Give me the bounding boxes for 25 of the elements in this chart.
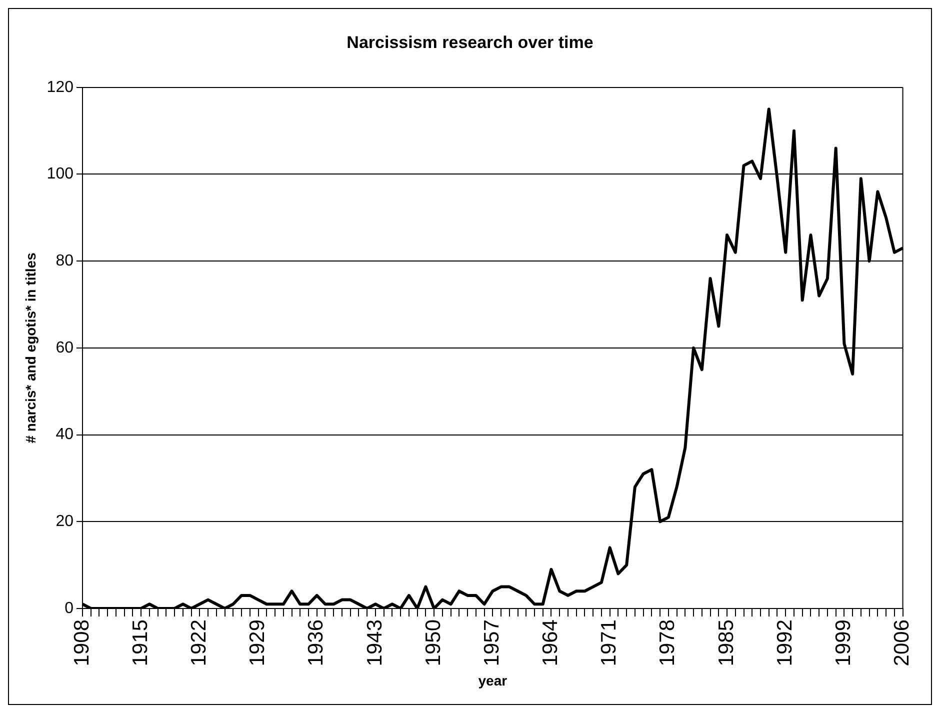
x-tick-label: 1950 [422,619,445,666]
x-tick-label: 1992 [773,619,796,666]
x-tick-label: 1964 [539,619,562,666]
x-axis-title: year [478,672,508,688]
x-tick-label: 1971 [598,619,621,666]
x-tick-label: 1929 [246,619,270,666]
y-tick-label: 20 [56,513,74,530]
x-tick-label: 1978 [656,619,680,666]
x-tick-label: 1985 [714,619,738,666]
chart-title: Narcissism research over time [346,32,594,52]
x-tick-label: 1922 [187,619,210,666]
x-tick-label: 1943 [363,619,386,666]
y-tick-label: 60 [56,339,74,356]
x-tick-label: 1999 [832,619,856,666]
y-tick-label: 40 [56,426,74,444]
y-tick-label: 120 [46,78,74,96]
x-tick-label: 1957 [480,619,504,666]
x-tick-label: 2006 [890,619,914,666]
y-tick-label: 0 [64,600,74,617]
x-tick-label: 1915 [128,619,152,666]
x-tick-label: 1908 [70,619,94,666]
x-tick-label: 1936 [304,619,328,666]
y-axis-title: # narcis* and egotis* in titles [22,252,38,444]
y-tick-label: 80 [56,252,74,270]
y-tick-label: 100 [46,166,74,183]
